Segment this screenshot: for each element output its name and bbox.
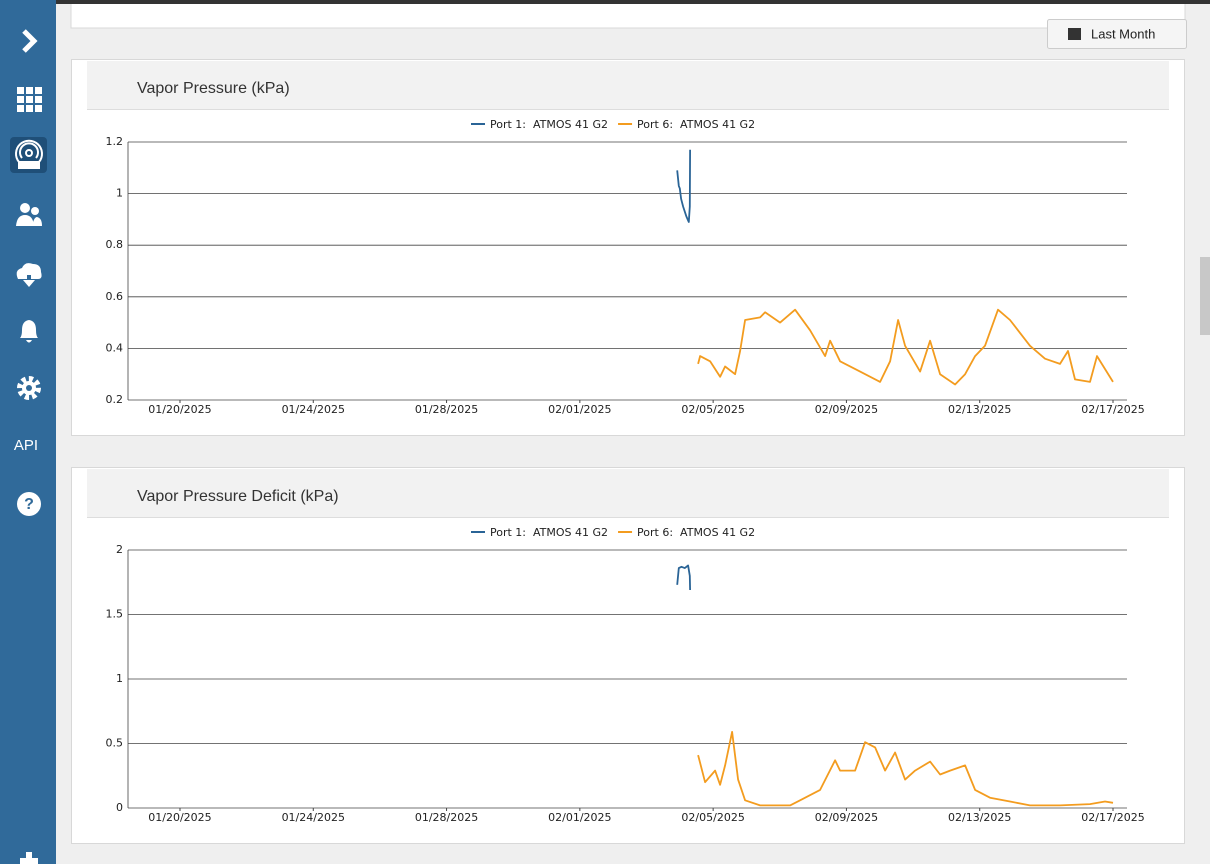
x-tick-label: 01/24/2025 — [282, 403, 345, 416]
sidebar — [0, 0, 56, 864]
x-tick-label: 01/20/2025 — [148, 811, 211, 824]
y-tick-label: 0.6 — [106, 290, 124, 303]
add-icon[interactable] — [20, 852, 38, 864]
legend-label: Port 1: ATMOS 41 G2 — [490, 118, 608, 131]
range-button[interactable]: Last Month — [1047, 19, 1187, 49]
chart-panel — [71, 59, 1185, 436]
x-tick-label: 02/17/2025 — [1081, 811, 1144, 824]
chart-panel — [71, 467, 1185, 844]
chart-header — [87, 469, 1169, 517]
y-tick-label: 1 — [116, 187, 123, 200]
x-tick-label: 02/01/2025 — [548, 403, 611, 416]
x-tick-label: 02/13/2025 — [948, 811, 1011, 824]
chart-title: Vapor Pressure (kPa) — [137, 80, 290, 97]
alerts-icon[interactable] — [20, 320, 38, 343]
calendar-icon — [1068, 28, 1081, 40]
users-icon[interactable] — [16, 203, 42, 226]
download-icon[interactable] — [16, 263, 42, 287]
y-tick-label: 0.4 — [106, 341, 124, 354]
y-tick-label: 0.5 — [106, 737, 124, 750]
series-line — [697, 731, 1114, 807]
x-tick-label: 02/01/2025 — [548, 811, 611, 824]
x-tick-label: 02/09/2025 — [815, 403, 878, 416]
devices-icon[interactable] — [15, 139, 43, 169]
x-tick-label: 02/05/2025 — [681, 811, 744, 824]
previous-panel — [70, 0, 1186, 29]
series-line — [676, 564, 691, 591]
chart-header — [87, 61, 1169, 109]
series-line — [676, 149, 691, 223]
range-button-label[interactable]: Last Month — [1091, 26, 1155, 41]
chart-title: Vapor Pressure Deficit (kPa) — [137, 488, 339, 505]
legend-label: Port 1: ATMOS 41 G2 — [490, 526, 608, 539]
y-tick-label: 1.5 — [106, 608, 124, 621]
y-tick-label: 2 — [116, 543, 123, 556]
y-tick-label: 0.2 — [106, 393, 124, 406]
help-icon[interactable]: ? — [17, 492, 41, 516]
x-tick-label: 01/20/2025 — [148, 403, 211, 416]
x-tick-label: 01/28/2025 — [415, 811, 478, 824]
help-glyph: ? — [24, 496, 34, 513]
legend-label: Port 6: ATMOS 41 G2 — [637, 118, 755, 131]
x-tick-label: 02/17/2025 — [1081, 403, 1144, 416]
x-tick-label: 01/24/2025 — [282, 811, 345, 824]
expand-icon[interactable] — [22, 29, 38, 53]
api-link[interactable]: API — [14, 437, 38, 454]
settings-icon[interactable] — [17, 376, 41, 400]
y-tick-label: 1.2 — [106, 135, 124, 148]
x-tick-label: 02/13/2025 — [948, 403, 1011, 416]
series-line — [697, 308, 1114, 386]
legend-label: Port 6: ATMOS 41 G2 — [637, 526, 755, 539]
y-tick-label: 0 — [116, 801, 123, 814]
scrollbar-thumb[interactable] — [1200, 257, 1210, 335]
y-tick-label: 1 — [116, 672, 123, 685]
y-tick-label: 0.8 — [106, 238, 124, 251]
dashboard-icon[interactable] — [17, 87, 42, 112]
top-edge — [56, 0, 1210, 4]
x-tick-label: 02/09/2025 — [815, 811, 878, 824]
x-tick-label: 01/28/2025 — [415, 403, 478, 416]
x-tick-label: 02/05/2025 — [681, 403, 744, 416]
